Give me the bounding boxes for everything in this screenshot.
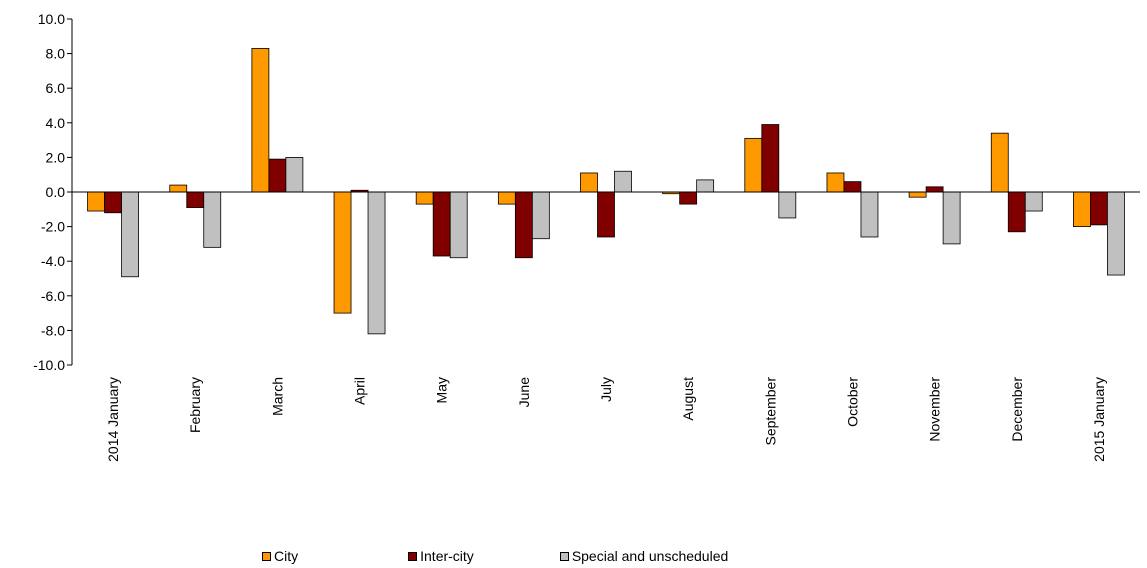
- bar-inter-city-1: [186, 191, 205, 208]
- bar-inter-city-0: [104, 191, 122, 214]
- bar-city-0: [87, 191, 105, 212]
- x-category-label: February: [187, 377, 203, 433]
- bar-inter-city-9: [843, 181, 862, 193]
- legend-label-city: City: [274, 548, 299, 564]
- legend-swatch-special: [559, 551, 569, 561]
- bars-group: [87, 48, 1125, 335]
- bar-inter-city-8: [761, 124, 780, 193]
- y-tick-label: -10.0: [33, 357, 65, 373]
- bar-city-2: [251, 48, 270, 193]
- bar-city-4: [415, 191, 434, 205]
- bar-city-11: [990, 132, 1009, 193]
- bar-city-9: [826, 172, 845, 193]
- legend-item-special: Special and unscheduled: [559, 548, 729, 564]
- y-tick-label: 4.0: [46, 115, 66, 131]
- bar-chart: 10.0 8.0 6.0 4.0 2.0 0.0 -2.0 -4.0 -6.0 -8.0 -10.0…: [33, 11, 1140, 462]
- x-category-label: September: [762, 377, 778, 446]
- bar-special-and-unscheduled-4: [449, 191, 468, 259]
- x-category-label: April: [352, 377, 368, 405]
- bar-special-and-unscheduled-6: [614, 170, 632, 193]
- bar-inter-city-10: [925, 186, 944, 193]
- y-tick-label: -4.0: [41, 253, 65, 269]
- bar-city-8: [744, 137, 763, 193]
- bar-city-6: [580, 172, 598, 193]
- bar-inter-city-5: [514, 191, 533, 259]
- y-tick-label: 8.0: [46, 46, 66, 62]
- bar-special-and-unscheduled-9: [860, 191, 879, 238]
- bar-city-1: [169, 184, 188, 193]
- bar-special-and-unscheduled-12: [1107, 191, 1125, 276]
- bar-special-and-unscheduled-7: [696, 179, 715, 193]
- y-tick-label: 10.0: [38, 11, 65, 27]
- legend-label-special: Special and unscheduled: [571, 548, 729, 564]
- y-tick-label: 0.0: [46, 184, 66, 200]
- bar-special-and-unscheduled-5: [531, 191, 550, 240]
- bar-special-and-unscheduled-3: [367, 191, 386, 335]
- x-category-label: August: [680, 377, 696, 421]
- x-category-label: July: [598, 377, 614, 402]
- bar-special-and-unscheduled-1: [203, 191, 222, 248]
- bar-special-and-unscheduled-0: [121, 191, 139, 278]
- y-tick-label: 2.0: [46, 149, 66, 165]
- legend-swatch-inter-city: [408, 551, 418, 561]
- legend: City Inter-city Special and unscheduled: [262, 548, 728, 564]
- category-labels: 2014 January February March April May June Jul…: [105, 377, 1107, 462]
- x-category-label: October: [844, 377, 860, 427]
- y-tick-label: -8.0: [41, 322, 65, 338]
- bar-special-and-unscheduled-8: [778, 191, 797, 219]
- bar-inter-city-7: [679, 191, 698, 205]
- x-category-label: June: [516, 377, 532, 408]
- x-category-label: 2014 January: [105, 377, 121, 462]
- x-category-label: December: [1009, 377, 1025, 442]
- bar-inter-city-11: [1007, 191, 1026, 233]
- bar-special-and-unscheduled-11: [1024, 191, 1043, 212]
- bar-inter-city-6: [597, 191, 615, 238]
- legend-label-inter-city: Inter-city: [420, 548, 474, 564]
- bar-inter-city-12: [1090, 191, 1108, 226]
- bar-inter-city-2: [268, 158, 287, 193]
- legend-swatch-city: [262, 551, 271, 561]
- bar-city-5: [497, 191, 516, 205]
- bar-city-10: [908, 191, 927, 198]
- bar-special-and-unscheduled-2: [285, 156, 304, 193]
- legend-item-city: City: [262, 548, 298, 564]
- x-category-label: 2015 January: [1091, 377, 1107, 462]
- x-category-label: November: [927, 377, 943, 442]
- y-tick-label: 6.0: [46, 80, 66, 96]
- bar-city-12: [1073, 191, 1091, 227]
- y-axis: 10.0 8.0 6.0 4.0 2.0 0.0 -2.0 -4.0 -6.0 -8.0 -10.0: [33, 11, 73, 373]
- legend-item-inter-city: Inter-city: [408, 548, 474, 564]
- x-category-label: March: [269, 377, 285, 416]
- y-tick-label: -6.0: [41, 288, 65, 304]
- y-tick-label: -2.0: [41, 219, 65, 235]
- x-category-label: May: [434, 377, 450, 403]
- bar-city-3: [333, 191, 352, 314]
- bar-special-and-unscheduled-10: [942, 191, 961, 245]
- bar-inter-city-4: [432, 191, 451, 257]
